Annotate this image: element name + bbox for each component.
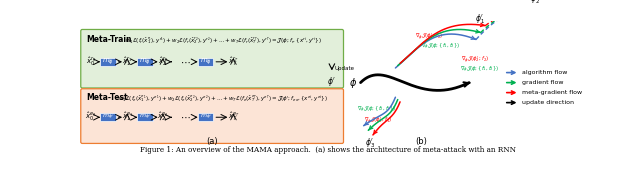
- Text: $\hat{x}_1^{r_1}$: $\hat{x}_1^{r_1}$: [122, 55, 132, 68]
- Text: $m_{\phi'}$: $m_{\phi'}$: [102, 113, 114, 122]
- Text: algorithm flow: algorithm flow: [522, 70, 567, 75]
- Text: $m_\phi$: $m_\phi$: [139, 57, 151, 67]
- Text: $w_1\mathcal{L}(f_r(\hat{x}_1^{r_1}),y^{r_1})+w_2\mathcal{L}(f_r(\hat{x}_2^{r_2}: $w_1\mathcal{L}(f_r(\hat{x}_1^{r_1}),y^{…: [125, 35, 322, 46]
- Text: $m_{\phi'}$: $m_{\phi'}$: [200, 113, 212, 122]
- Text: Meta-Test: Meta-Test: [86, 93, 128, 102]
- Text: $\nabla_\phi\mathcal{J}(\phi;\{f_1,f_2\})$: $\nabla_\phi\mathcal{J}(\phi;\{f_1,f_2\}…: [460, 65, 499, 75]
- Text: $\phi_2'$: $\phi_2'$: [529, 0, 540, 6]
- Text: $\phi$: $\phi$: [349, 76, 356, 90]
- Text: $\hat{x}_0^{e_0}$: $\hat{x}_0^{e_0}$: [85, 111, 97, 123]
- FancyBboxPatch shape: [138, 58, 153, 66]
- Text: $\nabla_\phi\mathcal{J}(\phi;\{f_2,f_1\})$: $\nabla_\phi\mathcal{J}(\phi;\{f_2,f_1\}…: [356, 104, 396, 115]
- Text: gradient flow: gradient flow: [522, 80, 563, 85]
- Text: $\hat{x}_1^{e_1}$: $\hat{x}_1^{e_1}$: [122, 111, 133, 123]
- Text: $\hat{x}_2^{e_2}$: $\hat{x}_2^{e_2}$: [157, 111, 168, 123]
- Text: $\phi_3'$: $\phi_3'$: [365, 136, 375, 150]
- Text: $m_{\phi'}$: $m_{\phi'}$: [139, 113, 151, 122]
- FancyBboxPatch shape: [81, 29, 344, 88]
- Text: (b): (b): [415, 137, 427, 146]
- Text: $\nabla_\phi\mathcal{J}(\phi;\{f_1,f_2\})$: $\nabla_\phi\mathcal{J}(\phi;\{f_1,f_2\}…: [421, 41, 460, 51]
- FancyBboxPatch shape: [138, 113, 153, 121]
- Text: $m_\phi$: $m_\phi$: [200, 57, 211, 67]
- Text: $\hat{x}_0^{r_0}$: $\hat{x}_0^{r_0}$: [86, 55, 96, 68]
- Text: $\phi_1'$: $\phi_1'$: [476, 13, 485, 26]
- FancyBboxPatch shape: [81, 89, 344, 144]
- Text: Figure 1: An overview of the MAMA approach.  (a) shows the architecture of meta-: Figure 1: An overview of the MAMA approa…: [140, 146, 516, 154]
- Text: (a): (a): [206, 137, 218, 146]
- Text: Update: Update: [334, 66, 354, 71]
- FancyBboxPatch shape: [100, 113, 116, 121]
- Text: $\nabla_\phi\mathcal{J}(\phi_1^\prime;f_2)$: $\nabla_\phi\mathcal{J}(\phi_1^\prime;f_…: [415, 31, 443, 42]
- Text: $\phi'$: $\phi'$: [327, 75, 337, 88]
- Text: $w_1\mathcal{L}(f_e(\hat{x}_1^{e_1}),y^{e_1})+w_2\mathcal{L}(f_e(\hat{x}_2^{e_2}: $w_1\mathcal{L}(f_e(\hat{x}_1^{e_1}),y^{…: [118, 93, 328, 104]
- FancyBboxPatch shape: [100, 58, 116, 66]
- Text: $\hat{x}_T^{e_T}$: $\hat{x}_T^{e_T}$: [228, 111, 239, 123]
- FancyBboxPatch shape: [198, 58, 213, 66]
- FancyBboxPatch shape: [198, 113, 213, 121]
- Text: $\cdots$: $\cdots$: [180, 112, 191, 122]
- Text: $\nabla_\phi\mathcal{J}(\phi_3^\prime;f_1)$: $\nabla_\phi\mathcal{J}(\phi_3^\prime;f_…: [364, 116, 393, 126]
- Text: update direction: update direction: [522, 100, 573, 105]
- Text: $\cdots$: $\cdots$: [180, 57, 191, 67]
- Text: meta-gradient flow: meta-gradient flow: [522, 90, 582, 95]
- Text: $\hat{x}_2^{r_2}$: $\hat{x}_2^{r_2}$: [158, 55, 168, 68]
- Text: $\nabla_\phi\mathcal{J}(\phi_2^\prime;f_2)$: $\nabla_\phi\mathcal{J}(\phi_2^\prime;f_…: [461, 54, 490, 65]
- Text: $\hat{x}_T^{r_T}$: $\hat{x}_T^{r_T}$: [228, 55, 239, 68]
- Text: $m_\phi$: $m_\phi$: [102, 57, 114, 67]
- Text: Meta-Train: Meta-Train: [86, 35, 132, 44]
